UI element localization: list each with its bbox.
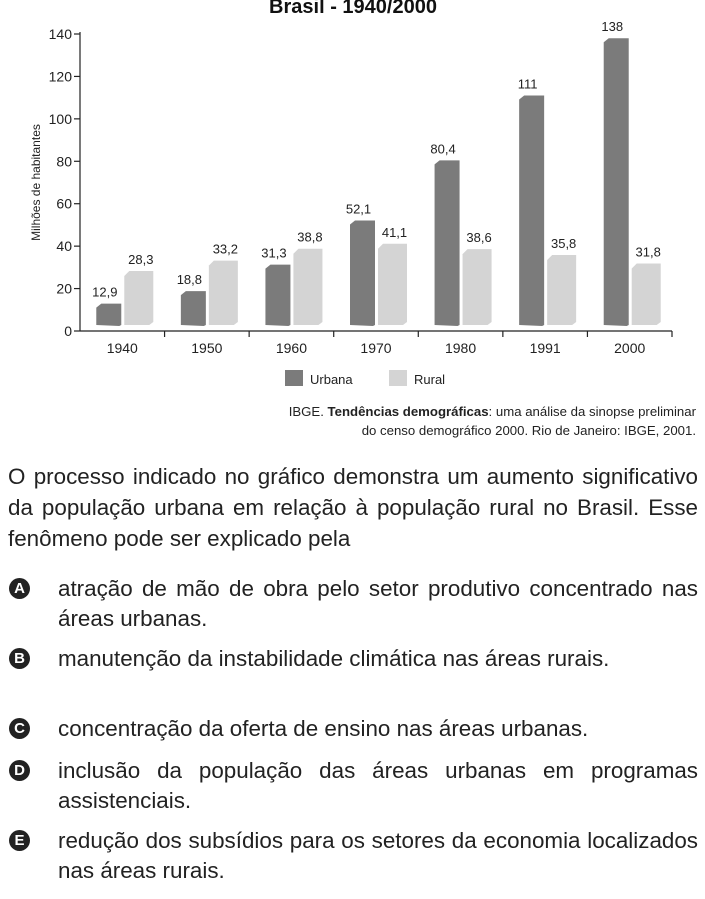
data-label-rural: 35,8: [551, 236, 576, 251]
option-b[interactable]: B manutenção da instabilidade climática …: [8, 644, 698, 702]
bar-urbana: [265, 264, 291, 326]
legend-label-urbana: Urbana: [310, 372, 353, 387]
y-tick-label: 120: [49, 68, 73, 84]
data-label-rural: 28,3: [128, 252, 153, 267]
y-tick-label: 100: [49, 111, 73, 127]
data-label-rural: 38,8: [297, 230, 322, 245]
bar-urbana: [96, 303, 122, 326]
x-tick-label: 1970: [360, 340, 391, 356]
legend-swatch-urbana: [285, 370, 303, 386]
legend-swatch-rural: [389, 370, 407, 386]
bar-urbana: [434, 160, 460, 326]
x-tick-label: 2000: [614, 340, 645, 356]
x-tick-label: 1940: [107, 340, 138, 356]
data-label-urbana: 31,3: [261, 246, 286, 261]
x-tick-label: 1950: [191, 340, 222, 356]
bar-urbana: [180, 291, 206, 326]
x-tick-label: 1960: [276, 340, 307, 356]
option-e[interactable]: E redução dos subsídios para os setores …: [8, 826, 698, 884]
bar-rural: [208, 260, 238, 325]
y-tick-label: 140: [49, 26, 73, 42]
y-tick-label: 0: [64, 323, 72, 339]
source-citation: IBGE. Tendências demográficas: uma análi…: [136, 402, 696, 440]
data-label-urbana: 80,4: [430, 141, 455, 156]
option-d-letter: D: [9, 760, 30, 781]
x-tick-label: 1991: [530, 340, 561, 356]
y-tick-label: 20: [56, 281, 72, 297]
option-c-letter: C: [9, 718, 30, 739]
option-a-letter: A: [9, 578, 30, 599]
option-d-text: inclusão da população das áreas urbanas …: [58, 758, 698, 813]
data-label-urbana: 138: [601, 19, 623, 34]
bar-rural: [293, 248, 323, 325]
data-label-urbana: 52,1: [346, 201, 371, 216]
bar-urbana: [350, 220, 375, 326]
option-c-text: concentração da oferta de ensino nas áre…: [58, 716, 589, 741]
data-label-rural: 38,6: [466, 230, 491, 245]
data-label-rural: 31,8: [636, 245, 661, 260]
bar-urbana: [519, 95, 545, 327]
option-a[interactable]: A atração de mão de obra pelo setor prod…: [8, 574, 698, 632]
y-tick-label: 40: [56, 238, 72, 254]
x-tick-label: 1980: [445, 340, 476, 356]
y-tick-label: 80: [56, 153, 72, 169]
bar-rural: [124, 270, 154, 325]
source-prefix: IBGE.: [288, 404, 328, 419]
option-a-text: atração de mão de obra pelo setor produt…: [58, 576, 698, 631]
option-e-text: redução dos subsídios para os setores da…: [58, 828, 698, 883]
y-axis-label: Milhões de habitantes: [29, 124, 43, 241]
option-e-letter: E: [9, 830, 30, 851]
chart-svg: Brasil - 1940/2000 0 20 40 60 80 100 120 140 Milh…: [29, 0, 673, 387]
legend-label-rural: Rural: [414, 372, 445, 387]
question-text: O processo indicado no gráfico demonstra…: [8, 464, 698, 551]
bar-rural: [631, 263, 661, 325]
source-line2: do censo demográfico 2000. Rio de Janeir…: [361, 423, 696, 438]
option-d[interactable]: D inclusão da população das áreas urbana…: [8, 756, 698, 814]
source-title: Tendências demográficas: [327, 404, 489, 419]
bar-rural: [547, 255, 577, 325]
source-line1-rest: : uma análise da sinopse preliminar: [488, 404, 696, 419]
bar-urbana: [603, 38, 629, 326]
bar-rural: [378, 243, 407, 325]
chart-title: Brasil - 1940/2000: [269, 0, 437, 18]
option-b-text: manutenção da instabilidade climática na…: [58, 646, 610, 671]
data-label-rural: 33,2: [213, 242, 238, 257]
data-label-urbana: 111: [518, 77, 538, 92]
data-label-urbana: 12,9: [92, 285, 117, 300]
option-c[interactable]: C concentração da oferta de ensino nas á…: [8, 714, 698, 744]
chart: Brasil - 1940/2000 0 20 40 60 80 100 120 140 Milh…: [0, 0, 705, 405]
data-label-urbana: 18,8: [177, 272, 202, 287]
option-b-letter: B: [9, 648, 30, 669]
data-label-rural: 41,1: [382, 225, 407, 240]
y-tick-label: 60: [56, 196, 72, 212]
bar-rural: [462, 249, 492, 325]
options-list: A atração de mão de obra pelo setor prod…: [8, 574, 698, 884]
